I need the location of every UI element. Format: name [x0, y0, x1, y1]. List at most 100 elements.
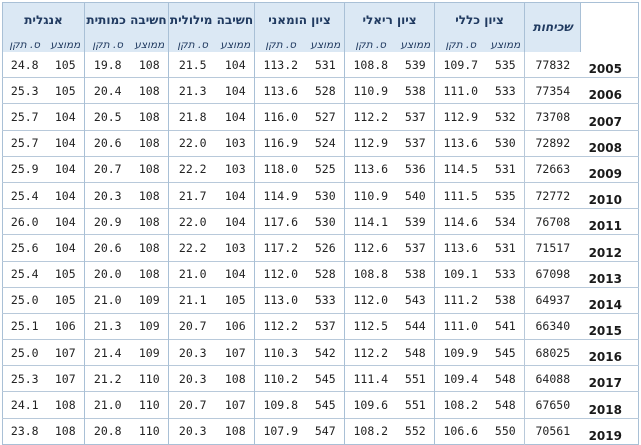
- mean-cell: 108: [130, 234, 169, 261]
- mean-cell: 110: [130, 417, 169, 445]
- std-cell: 24.8: [10, 57, 39, 72]
- mean-cell: 108: [216, 365, 255, 392]
- table-row: 25.0 107 21.4 109 20.3 107 110.3 542 112.2 548 109…: [2, 339, 639, 366]
- std-cell: 114.5: [434, 155, 487, 183]
- mean-cell: 105: [216, 286, 255, 314]
- std-subheader: ס. תקן: [254, 37, 307, 52]
- mean-cell: 539: [404, 57, 426, 72]
- mean-cell: 527: [306, 103, 345, 131]
- year-cell: 2016: [580, 339, 639, 366]
- std-cell: 19.8: [84, 52, 131, 78]
- table-row: 25.9 104 20.7 108 22.2 103 118.0 525 113.6 536 114…: [2, 155, 639, 183]
- mean-cell: 540: [396, 181, 435, 209]
- std-cell: 114.1: [344, 208, 397, 235]
- mean-cell: 537: [306, 312, 345, 340]
- year-cell: 2009: [580, 155, 639, 183]
- mean-cell: 536: [396, 155, 435, 183]
- std-cell: 20.3: [168, 365, 217, 392]
- mean-cell: 108: [138, 57, 160, 72]
- mean-cell: 530: [306, 208, 345, 235]
- std-subheader: ס. תקן: [344, 37, 397, 52]
- table-row: 25.4 104 20.3 108 21.7 104 114.9 530 110.9 540 111…: [2, 181, 639, 209]
- mean-cell: 528: [306, 260, 345, 288]
- mean-cell: 107: [46, 365, 85, 392]
- mean-cell: 108: [216, 417, 255, 445]
- mean-cell: 530: [486, 129, 525, 157]
- group-header-verbal: חשיבה מילולית: [167, 2, 255, 37]
- table-row: 25.3 105 20.4 108 21.3 104 113.6 528 110.9 538 111…: [2, 77, 639, 104]
- std-cell: 114.9: [254, 181, 307, 209]
- std-cell: 116.9: [254, 129, 307, 157]
- year-cell: 2012: [580, 234, 639, 261]
- mean-cell: 108: [130, 260, 169, 288]
- mean-cell: 108: [130, 181, 169, 209]
- table-body: 24.8 105 19.8 108 21.5 104 113.2 531 108.8 539 109…: [2, 52, 639, 445]
- mean-cell: 538: [486, 286, 525, 314]
- mean-cell: 108: [130, 129, 169, 157]
- count-cell: 64937: [524, 286, 581, 314]
- mean-cell: 537: [396, 129, 435, 157]
- mean-cell: 104: [46, 155, 85, 183]
- std-cell: 25.3: [2, 77, 47, 104]
- std-cell: 111.2: [434, 286, 487, 314]
- mean-cell: 104: [216, 208, 255, 235]
- mean-cell: 104: [216, 260, 255, 288]
- count-cell: 72772: [524, 181, 581, 209]
- mean-cell: 105: [46, 77, 85, 104]
- mean-cell: 104: [46, 234, 85, 261]
- std-cell: 20.9: [84, 208, 131, 235]
- std-cell: 21.3: [168, 77, 217, 104]
- std-cell: 112.6: [344, 234, 397, 261]
- std-cell: 107.9: [254, 417, 307, 445]
- std-cell: 22.0: [168, 208, 217, 235]
- mean-cell: 531: [314, 57, 336, 72]
- mean-cell: 548: [486, 391, 525, 419]
- count-cell: 73708: [524, 103, 581, 131]
- year-cell: 2005: [588, 62, 622, 77]
- year-cell: 2008: [580, 129, 639, 157]
- std-cell: 20.3: [168, 417, 217, 445]
- std-cell: 25.3: [2, 365, 47, 392]
- count-cell: 70561: [524, 417, 581, 445]
- count-cell: 71517: [524, 234, 581, 261]
- std-cell: 114.6: [434, 208, 487, 235]
- std-cell: 113.6: [254, 77, 307, 104]
- mean-cell: 108: [46, 417, 85, 445]
- mean-cell: 104: [216, 77, 255, 104]
- mean-cell: 533: [486, 260, 525, 288]
- year-cell: 2010: [580, 181, 639, 209]
- group-header-english: אנגלית: [2, 2, 85, 37]
- std-cell: 110.2: [254, 365, 307, 392]
- std-cell: 108.8: [344, 52, 397, 78]
- mean-cell: 539: [396, 208, 435, 235]
- std-cell: 23.8: [2, 417, 47, 445]
- std-cell: 116.0: [254, 103, 307, 131]
- mean-cell: 543: [396, 286, 435, 314]
- mean-cell: 545: [306, 365, 345, 392]
- mean-cell: 108: [130, 155, 169, 183]
- std-cell: 20.7: [84, 155, 131, 183]
- std-cell: 108.8: [344, 260, 397, 288]
- table-row: 25.7 104 20.5 108 21.8 104 116.0 527 112.2 537 112…: [2, 103, 639, 131]
- std-cell: 21.0: [84, 286, 131, 314]
- table-row: 25.4 105 20.0 108 21.0 104 112.0 528 108.8 538 109…: [2, 260, 639, 288]
- mean-cell: 106: [216, 312, 255, 340]
- year-cell: 2013: [580, 260, 639, 288]
- mean-cell: 104: [46, 103, 85, 131]
- std-cell: 111.5: [434, 181, 487, 209]
- std-subheader: ס. תקן: [434, 37, 487, 52]
- std-cell: 22.2: [168, 234, 217, 261]
- std-cell: 112.0: [254, 260, 307, 288]
- std-cell: 24.1: [2, 391, 47, 419]
- mean-cell: 545: [486, 339, 525, 366]
- mean-subheader: ממוצע: [216, 37, 255, 52]
- mean-cell: 107: [216, 339, 255, 366]
- std-cell: 117.6: [254, 208, 307, 235]
- std-cell: 111.0: [434, 312, 487, 340]
- count-cell: 68025: [524, 339, 581, 366]
- mean-cell: 537: [396, 103, 435, 131]
- std-cell: 20.0: [84, 260, 131, 288]
- mean-cell: 110: [130, 391, 169, 419]
- mean-cell: 104: [46, 181, 85, 209]
